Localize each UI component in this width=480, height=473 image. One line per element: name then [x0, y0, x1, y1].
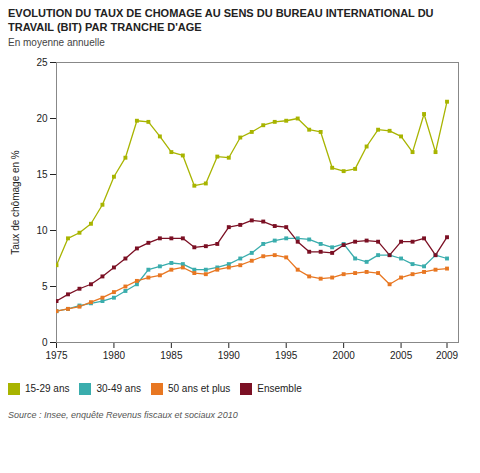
svg-text:15: 15 — [36, 169, 48, 180]
svg-text:Taux de chômage en %: Taux de chômage en % — [10, 150, 21, 255]
svg-text:20: 20 — [36, 113, 48, 124]
svg-text:1980: 1980 — [103, 350, 126, 361]
svg-text:1975: 1975 — [45, 350, 68, 361]
html-text:Source : Insee, enquête Revenu: Source : Insee, enquête Revenus fiscaux … — [8, 410, 238, 420]
svg-text:1990: 1990 — [218, 350, 241, 361]
svg-text:0: 0 — [42, 337, 48, 348]
html-text:Ensemble: Ensemble — [257, 383, 302, 394]
html-text:En moyenne annuelle: En moyenne annuelle — [8, 37, 105, 48]
svg-text:2005: 2005 — [390, 350, 413, 361]
svg-text:5: 5 — [42, 281, 48, 292]
svg-text:1985: 1985 — [160, 350, 183, 361]
svg-text:2009: 2009 — [436, 350, 459, 361]
html-text:EVOLUTION DU TAUX DE CHOMAGE A: EVOLUTION DU TAUX DE CHOMAGE AU SENS DU … — [8, 7, 434, 33]
html-text:50 ans et plus: 50 ans et plus — [168, 383, 231, 394]
svg-text:1995: 1995 — [275, 350, 298, 361]
svg-text:10: 10 — [36, 225, 48, 236]
svg-text:2000: 2000 — [333, 350, 356, 361]
svg-text:25: 25 — [36, 57, 48, 68]
html-text:30-49 ans: 30-49 ans — [96, 383, 141, 394]
html-text:15-29 ans: 15-29 ans — [25, 383, 70, 394]
